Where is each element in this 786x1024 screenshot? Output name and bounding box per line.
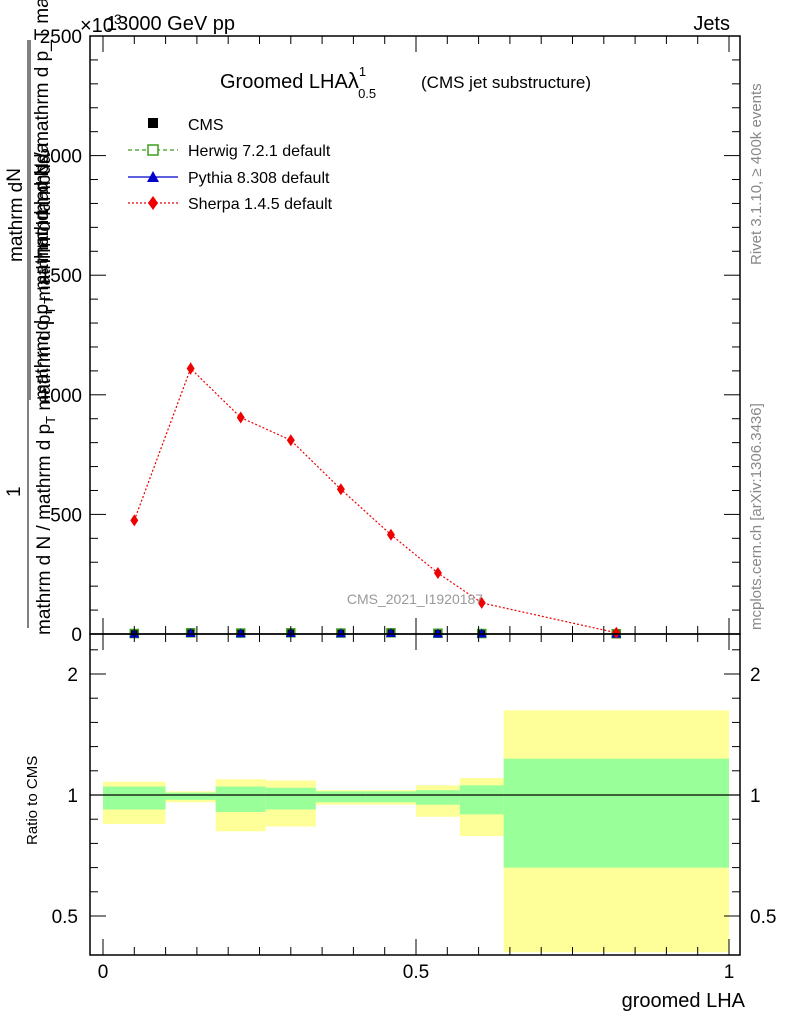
ylabel-dp-suffix: mathrm d lambda xyxy=(32,142,53,296)
ratio-band-inner xyxy=(315,791,366,803)
title-text: Groomed LHA xyxy=(220,71,348,93)
legend-marker-cms xyxy=(148,118,158,128)
scale-base: ×10 xyxy=(80,15,114,37)
sherpa-point xyxy=(386,528,395,541)
ratio-ytick-label: 0.5 xyxy=(52,907,78,928)
xaxis-label: groomed LHA xyxy=(622,990,746,1012)
legend-entry-cms: CMS xyxy=(148,117,224,134)
ylabel-den-sub2: T xyxy=(43,307,58,315)
watermark: CMS_2021_I1920187 xyxy=(347,591,483,607)
sherpa-point xyxy=(286,434,295,447)
pythia-point xyxy=(432,628,443,638)
main-ytick-label: 500 xyxy=(50,505,82,526)
legend-entry-pythia: Pythia 8.308 default xyxy=(128,170,330,187)
ratio-band-inner xyxy=(265,787,316,810)
ylabel-line-2: mathrm dN xyxy=(4,168,27,262)
chart-subtitle: (CMS jet substructure) xyxy=(421,73,591,92)
ylabel-line-4: mathrm d N / mathrm d p_T mathrm d p_T m… xyxy=(32,0,53,262)
ylabel-dp-sub: T xyxy=(41,296,56,304)
ratio-band-inner xyxy=(459,785,504,815)
ratio-xticks: 0 0.5 1 xyxy=(98,634,735,983)
main-ytick-label: 0 xyxy=(71,625,82,646)
main-ylabel: mathrm d N / mathrm d pT mathrm d pT mat… xyxy=(4,0,58,635)
rivet-label: Rivet 3.1.10, ≥ 400k events xyxy=(748,83,765,265)
ratio-xtick-label: 0 xyxy=(98,962,109,983)
ratio-band-inner xyxy=(215,786,266,812)
legend-entry-sherpa: Sherpa 1.4.5 default xyxy=(128,196,333,213)
legend-label-herwig: Herwig 7.2.1 default xyxy=(188,143,331,160)
scale-factor-label: ×103 xyxy=(80,11,122,37)
ratio-ytick-label: 1 xyxy=(67,786,78,807)
chart-title: Groomed LHAλ1 0.5 xyxy=(220,64,376,101)
sherpa-point xyxy=(186,362,195,375)
pythia-point xyxy=(235,628,246,638)
ratio-ytick-label-right: 2 xyxy=(750,665,761,686)
title-sub: 0.5 xyxy=(358,86,376,101)
ratio-band-inner xyxy=(416,790,460,805)
legend: CMS Herwig 7.2.1 default Pythia 8.308 de… xyxy=(128,117,333,213)
title-sup: 1 xyxy=(359,64,366,79)
ylabel-den-sub: T xyxy=(43,416,58,424)
legend-marker-pythia xyxy=(147,171,159,182)
mcplots-label: mcplots.cern.ch [arXiv:1306.3436] xyxy=(748,403,765,630)
legend-label-sherpa: Sherpa 1.4.5 default xyxy=(188,196,333,213)
ylabel-dp-prefix: mathrm d p xyxy=(32,304,53,400)
ratio-band-inner xyxy=(103,786,166,810)
main-xticks xyxy=(102,36,730,634)
scale-exponent: 3 xyxy=(114,11,122,27)
ratio-ytick-label: 2 xyxy=(67,665,78,686)
ylabel-one: 1 xyxy=(4,486,25,497)
ratio-band-inner xyxy=(365,791,416,803)
legend-entry-herwig: Herwig 7.2.1 default xyxy=(128,143,331,160)
ylabel-den-end: mathrm d lambda xyxy=(34,153,55,307)
ratio-ylabel: Ratio to CMS xyxy=(24,756,41,845)
main-ytick-label: 1500 xyxy=(40,266,82,287)
ylabel-den-prefix: mathrm d N / mathrm d p xyxy=(34,424,55,635)
ylabel-line-1: mathrm d N / mathrm d pT mathrm d pT mat… xyxy=(34,153,58,635)
legend-marker-sherpa xyxy=(148,196,158,210)
ylabel-den-suffix: mathrm d p xyxy=(34,315,55,416)
legend-label-cms: CMS xyxy=(188,117,224,134)
sherpa-point xyxy=(477,596,486,609)
ratio-bands xyxy=(103,710,729,953)
ratio-band-inner xyxy=(165,792,216,800)
process-label: Jets xyxy=(693,13,730,35)
sherpa-point xyxy=(433,567,442,580)
ylabel-num-top: mathrm d xyxy=(6,182,27,262)
sherpa-point xyxy=(236,411,245,424)
ylabel-num-n: N xyxy=(4,168,25,182)
legend-label-pythia: Pythia 8.308 default xyxy=(188,170,330,187)
main-ytick-label: 2000 xyxy=(40,147,82,168)
pythia-point xyxy=(385,628,396,638)
main-ytick-label: 2500 xyxy=(40,27,82,48)
energy-label: 13000 GeV pp xyxy=(106,13,235,35)
ratio-xtick-label: 0.5 xyxy=(403,962,429,983)
ratio-xtick-label: 1 xyxy=(724,962,735,983)
ratio-panel: 0.5 0.51 12 2 0 0.5 1 Ratio to CMS groomed LH… xyxy=(24,633,776,1012)
main-panel: CMS_2021_I1920187 0 500 1000 1500 2000 2500 G… xyxy=(4,0,741,646)
sherpa-point xyxy=(336,483,345,496)
pythia-point xyxy=(185,628,196,638)
ratio-ytick-label-right: 0.5 xyxy=(750,907,776,928)
ratio-ytick-label-right: 1 xyxy=(750,786,761,807)
pythia-point xyxy=(476,628,487,638)
sherpa-point xyxy=(612,626,621,639)
title-symbol: λ xyxy=(348,68,359,93)
ratio-yticks: 0.5 0.5 1 1 2 2 xyxy=(52,649,776,928)
main-ytick-label: 1000 xyxy=(40,386,82,407)
ylabel-line-3: mathrm d pT mathrm d lambda xyxy=(32,142,56,400)
ratio-band-inner xyxy=(503,758,729,868)
sherpa-point xyxy=(130,514,139,527)
pythia-point xyxy=(335,628,346,638)
main-yticks: 0 500 1000 1500 2000 2500 xyxy=(40,27,740,646)
legend-marker-herwig xyxy=(147,144,159,156)
